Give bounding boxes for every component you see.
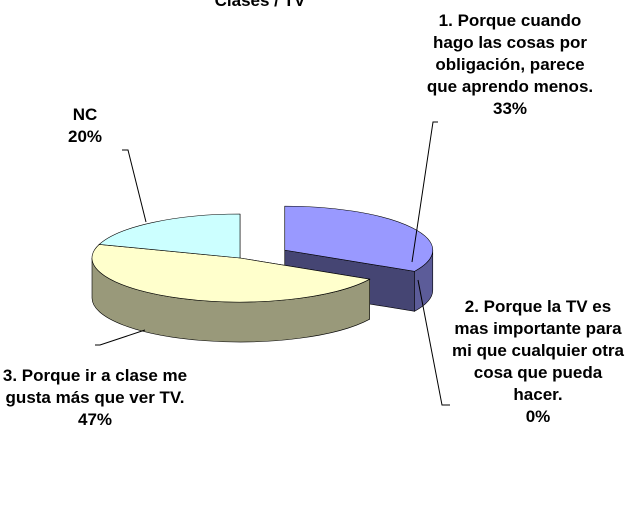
slice (284, 205, 433, 272)
category-label: 1. Porque cuando hago las cosas por obli… (426, 11, 594, 96)
leader-line (417, 279, 450, 406)
chart-title: Clases / TV (214, 0, 306, 10)
slice-label: 3. Porque ir a clase me gusta más que ve… (2, 365, 188, 431)
leader-line (95, 329, 146, 346)
slice-label: 1. Porque cuando hago las cosas por obli… (425, 10, 595, 120)
leader-line (122, 149, 147, 223)
value-label: 33% (492, 99, 528, 118)
slice (91, 244, 371, 303)
slice-label: NC 20% (40, 104, 130, 148)
value-label: 0% (525, 407, 551, 426)
slice-label: 2. Porque la TV es mas importante para m… (448, 296, 628, 428)
slice (98, 213, 241, 259)
leader-line (411, 121, 438, 263)
pie (91, 205, 434, 343)
category-label: NC (72, 105, 98, 124)
value-label: 47% (77, 410, 113, 429)
category-label: 3. Porque ir a clase me gusta más que ve… (2, 366, 188, 407)
value-label: 20% (67, 127, 103, 146)
category-label: 2. Porque la TV es mas importante para m… (452, 297, 624, 404)
